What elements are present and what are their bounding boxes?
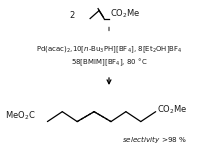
Text: 2: 2 — [70, 11, 75, 20]
Text: MeO$_2$C: MeO$_2$C — [5, 109, 35, 122]
Text: $\it{selectivity}$ >98 %: $\it{selectivity}$ >98 % — [122, 134, 187, 145]
Text: CO$_2$Me: CO$_2$Me — [157, 104, 187, 116]
Text: Pd(acac)$_2$,10[$n$-Bu$_3$PH][BF$_4$], 8[Et$_2$OH]BF$_4$: Pd(acac)$_2$,10[$n$-Bu$_3$PH][BF$_4$], 8… — [36, 45, 182, 55]
Text: 58[BMIM][BF$_4$], 80 °C: 58[BMIM][BF$_4$], 80 °C — [71, 56, 147, 68]
Text: CO$_2$Me: CO$_2$Me — [110, 7, 140, 20]
